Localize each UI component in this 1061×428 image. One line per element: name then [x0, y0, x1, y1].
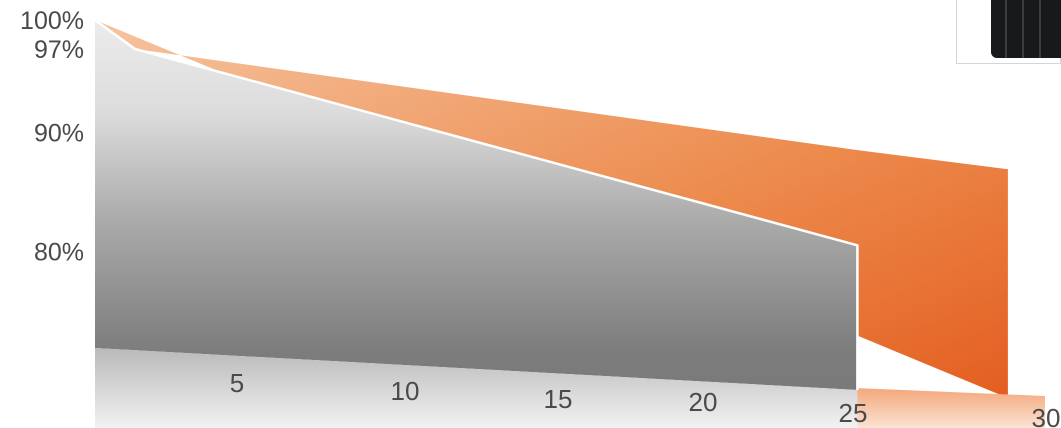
x-tick-label: 20	[689, 387, 718, 417]
x-tick-label: 10	[391, 376, 420, 406]
solar-panel-icon	[956, 0, 1061, 64]
x-tick-label: 25	[839, 398, 868, 428]
series-orange-area	[95, 20, 1045, 428]
x-tick-label: 30	[1032, 403, 1061, 428]
y-tick-label: 80%	[34, 238, 84, 266]
series-orange-base	[855, 388, 1045, 428]
panel-divider	[1022, 0, 1024, 58]
area-layer	[94, 18, 1045, 428]
y-tick-label: 90%	[34, 119, 84, 147]
x-tick-label: 15	[544, 384, 573, 414]
y-tick-label: 100%	[20, 7, 84, 35]
solar-panel-cells	[991, 0, 1061, 58]
y-tick-label: 97%	[34, 36, 84, 64]
x-axis-labels: 5 10 15 20 25 30	[230, 368, 1061, 428]
series-gray-edge	[94, 18, 859, 390]
x-tick-label: 5	[230, 368, 244, 398]
panel-divider	[1005, 0, 1007, 58]
series-gray-area	[95, 20, 858, 390]
panel-divider	[1039, 0, 1041, 58]
chart-floor	[95, 348, 858, 428]
y-axis-labels: 100%97% 90% 80%	[20, 7, 84, 266]
